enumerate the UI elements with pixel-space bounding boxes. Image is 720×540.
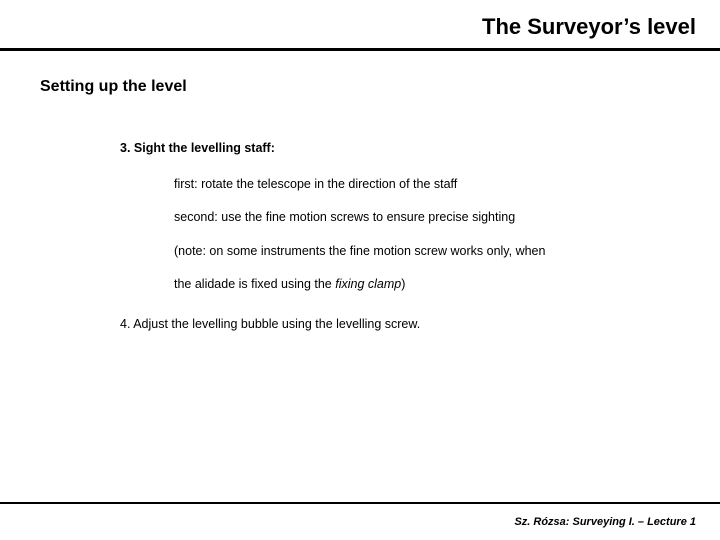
section-subtitle: Setting up the level — [40, 78, 187, 96]
step4-line: 4. Adjust the levelling bubble using the… — [120, 316, 680, 334]
footer-text: Sz. Rózsa: Surveying I. – Lecture 1 — [514, 516, 696, 528]
bottom-rule — [0, 502, 720, 504]
step3-note2-prefix: the alidade is fixed using the — [174, 277, 335, 291]
step3-body: first: rotate the telescope in the direc… — [174, 176, 680, 294]
step3-note-line1: (note: on some instruments the fine moti… — [174, 243, 680, 261]
step3-line-first: first: rotate the telescope in the direc… — [174, 176, 680, 194]
step3-note2-suffix: ) — [401, 277, 405, 291]
step3-note-line2: the alidade is fixed using the fixing cl… — [174, 276, 680, 294]
page-title: The Surveyor’s level — [482, 14, 696, 39]
step3-note2-italic: fixing clamp — [335, 277, 401, 291]
step3-line-second: second: use the fine motion screws to en… — [174, 209, 680, 227]
step3-heading: 3. Sight the levelling staff: — [120, 140, 680, 158]
top-rule — [0, 48, 720, 51]
content-block: 3. Sight the levelling staff: first: rot… — [120, 140, 680, 333]
slide: The Surveyor’s level Setting up the leve… — [0, 0, 720, 540]
title-wrap: The Surveyor’s level — [0, 14, 720, 40]
